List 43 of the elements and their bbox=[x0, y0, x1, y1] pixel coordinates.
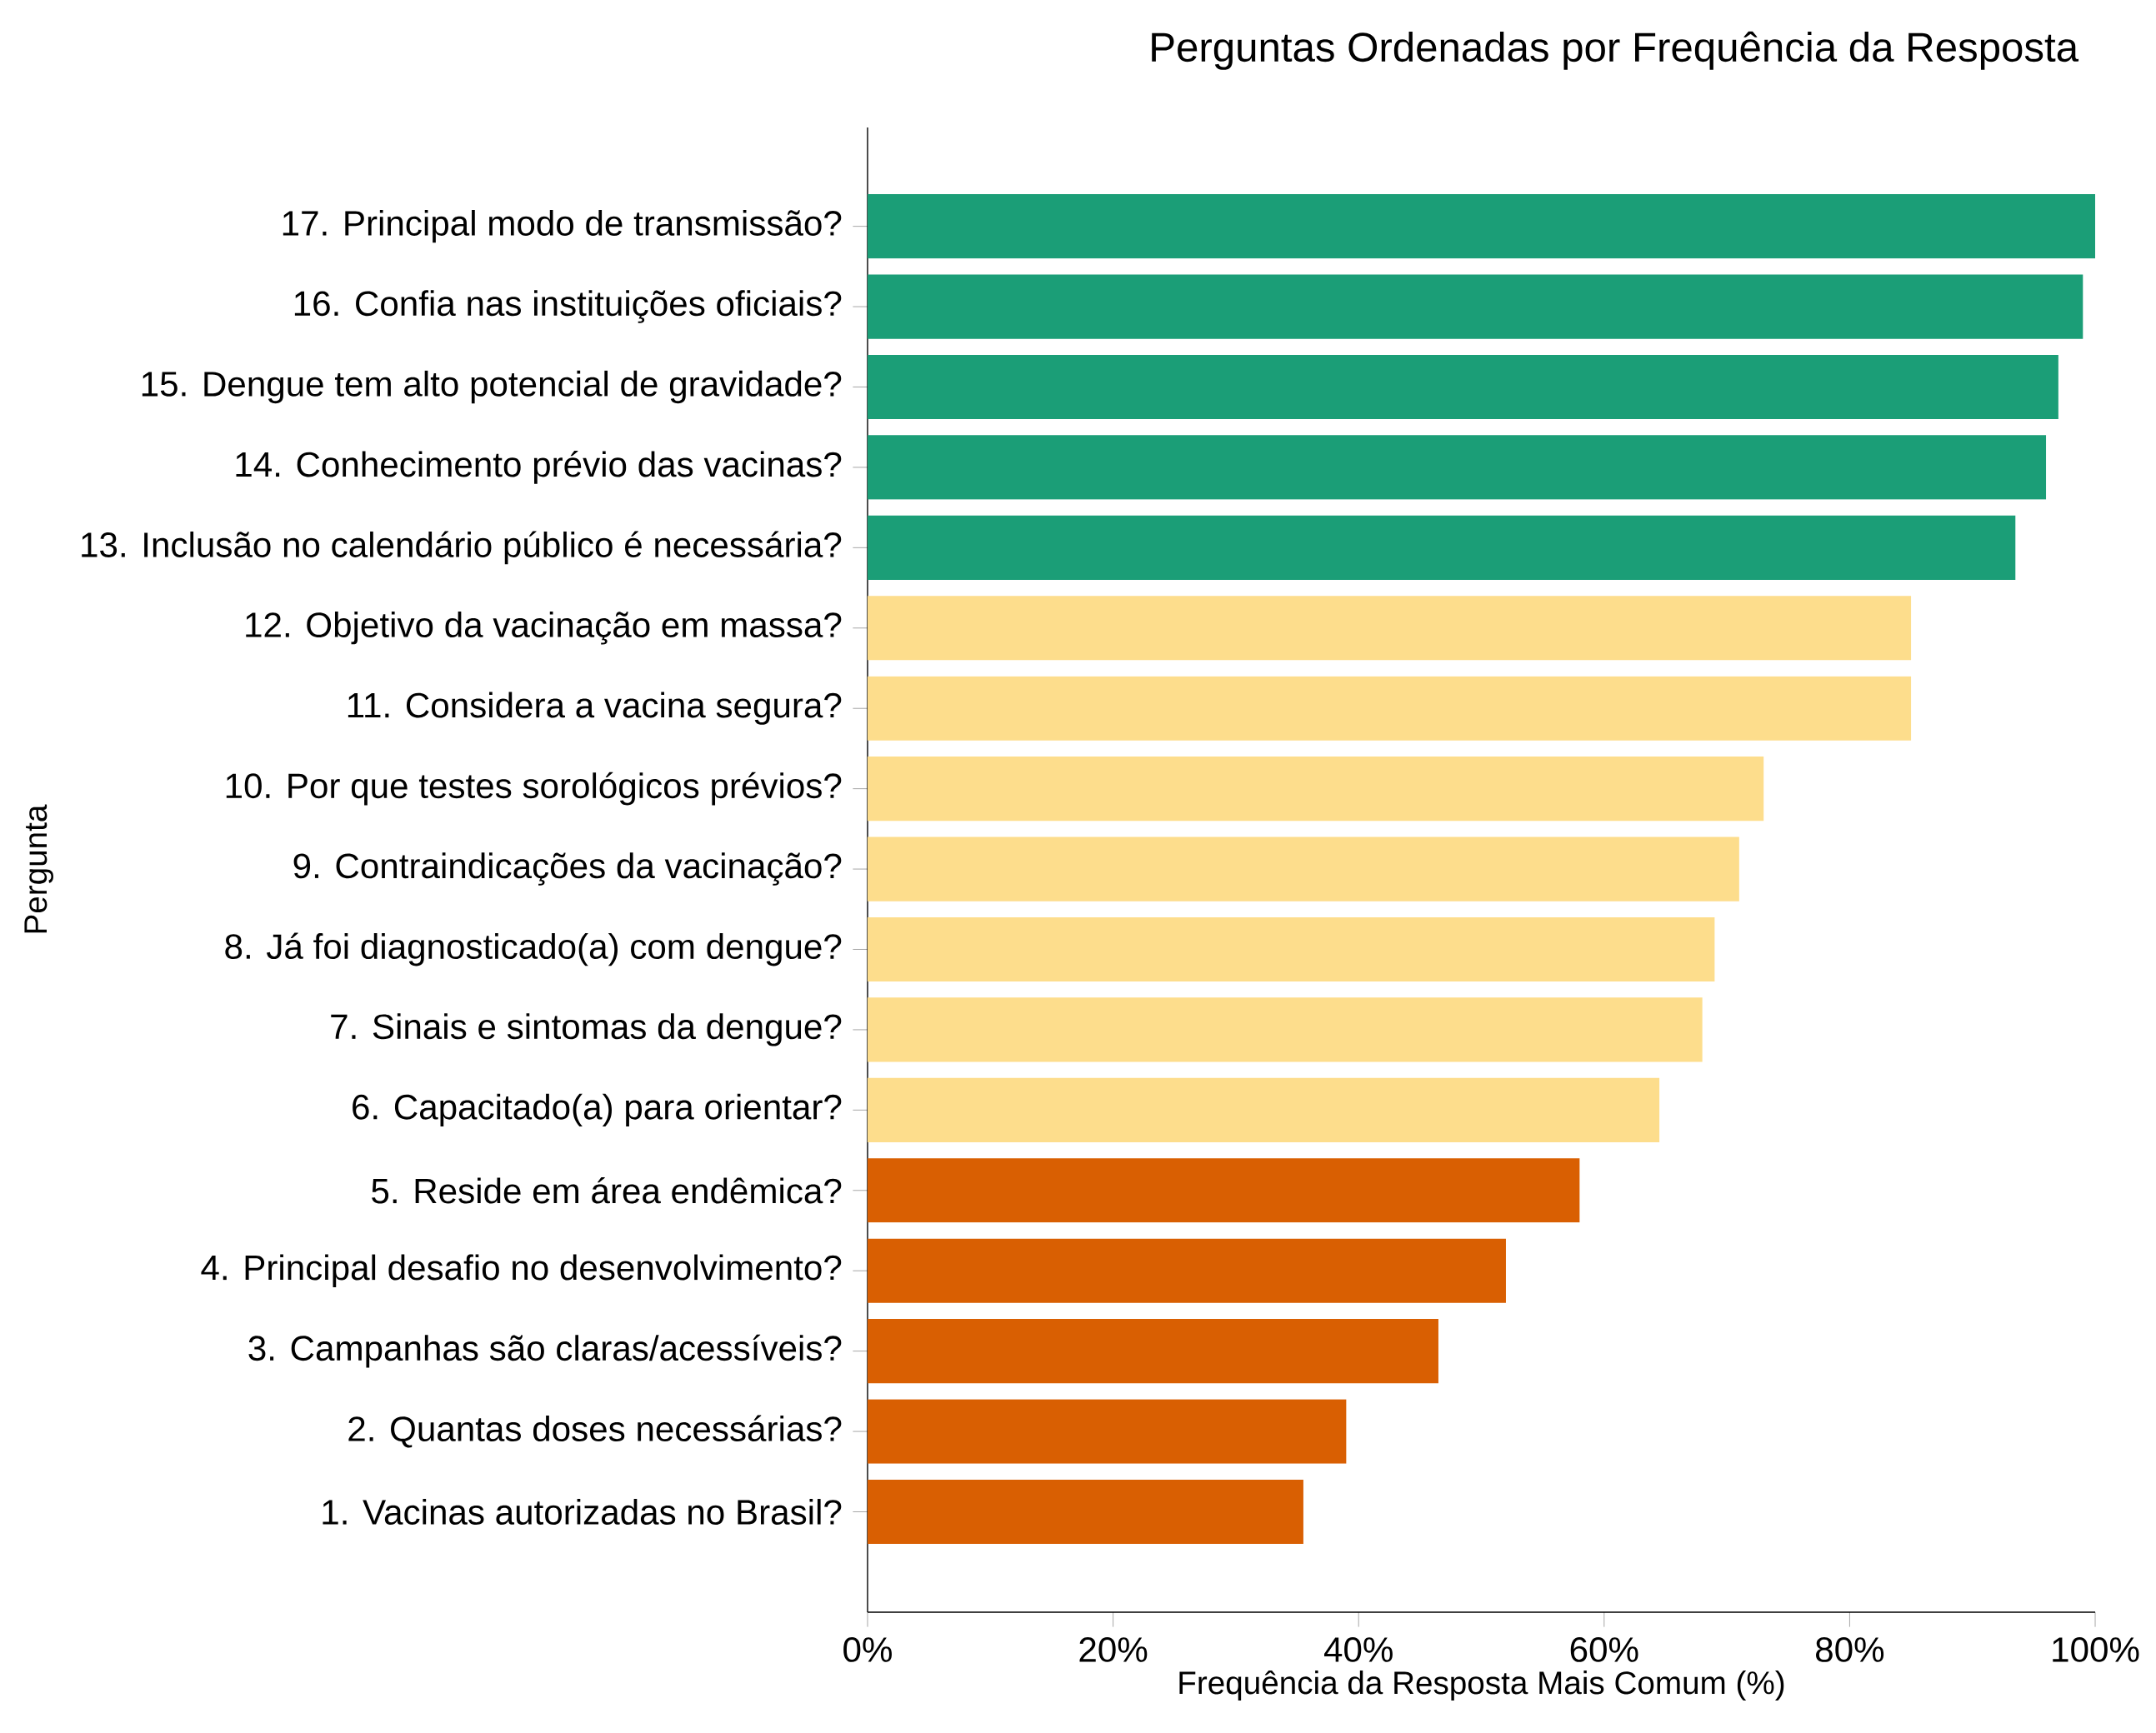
y-tick-label: 2. Quantas doses necessárias? bbox=[348, 1415, 842, 1448]
x-tick-label: 20% bbox=[1079, 1637, 1148, 1662]
y-tick-label: 7. Sinais e sintomas da dengue? bbox=[331, 1013, 842, 1046]
x-tick-label: 100% bbox=[2053, 1637, 2139, 1662]
y-tick-label: 5. Reside em área endêmica? bbox=[372, 1177, 842, 1204]
y-tick-label: 10. Por que testes sorológicos prévios? bbox=[226, 772, 842, 806]
bar bbox=[868, 1399, 1347, 1464]
bar bbox=[868, 1238, 1506, 1303]
y-tick-label: 9. Contraindicações da vacinação? bbox=[293, 852, 842, 886]
x-tick-label: 40% bbox=[1324, 1637, 1393, 1662]
x-tick-label: 0% bbox=[843, 1637, 892, 1662]
bar bbox=[868, 676, 1912, 741]
bar bbox=[868, 1077, 1660, 1142]
chart-title: Perguntas Ordenadas por Frequência da Resposta bbox=[1152, 31, 2079, 70]
y-tick-label: 16. Confia nas instituições oficiais? bbox=[294, 290, 842, 323]
y-tick-label: 11. Considera a vacina segura? bbox=[348, 692, 842, 725]
bar bbox=[868, 997, 1703, 1062]
bar bbox=[868, 435, 2047, 500]
bar bbox=[868, 916, 1715, 982]
bar bbox=[868, 757, 1764, 822]
x-tick-label: 80% bbox=[1816, 1637, 1884, 1662]
bar bbox=[868, 596, 1912, 661]
bar bbox=[868, 1319, 1438, 1384]
y-tick-label: 17. Principal modo de transmissão? bbox=[283, 209, 842, 243]
y-tick-label: 13. Inclusão no calendário público é necessária? bbox=[82, 531, 842, 565]
y-tick-label: 14. Conhecimento prévio das vacinas? bbox=[236, 451, 842, 484]
y-tick-label: 4. Principal desafio no desenvolvimento? bbox=[201, 1254, 842, 1287]
y-tick-label: 3. Campanhas são claras/acessíveis? bbox=[248, 1334, 842, 1368]
y-tick-label: 6. Capacitado(a) para orientar? bbox=[353, 1093, 842, 1127]
x-axis-title: Frequência da Resposta Mais Comum (%) bbox=[1179, 1671, 1784, 1701]
bar bbox=[868, 1158, 1580, 1223]
bar bbox=[868, 1479, 1303, 1545]
y-tick-label: 1. Vacinas autorizadas no Brasil? bbox=[323, 1499, 842, 1525]
bar bbox=[868, 274, 2083, 339]
y-tick-label: 15. Dengue tem alto potencial de gravidade? bbox=[142, 370, 842, 404]
bar bbox=[868, 837, 1739, 901]
bar bbox=[868, 515, 2016, 580]
y-axis-title: Pergunta bbox=[24, 804, 53, 933]
bar bbox=[868, 194, 2096, 259]
bar bbox=[868, 354, 2058, 420]
y-tick-label: 8. Já foi diagnosticado(a) com dengue? bbox=[225, 932, 842, 966]
y-tick-label: 12. Objetivo da vacinação em massa? bbox=[246, 612, 842, 645]
x-tick-label: 60% bbox=[1570, 1637, 1638, 1662]
